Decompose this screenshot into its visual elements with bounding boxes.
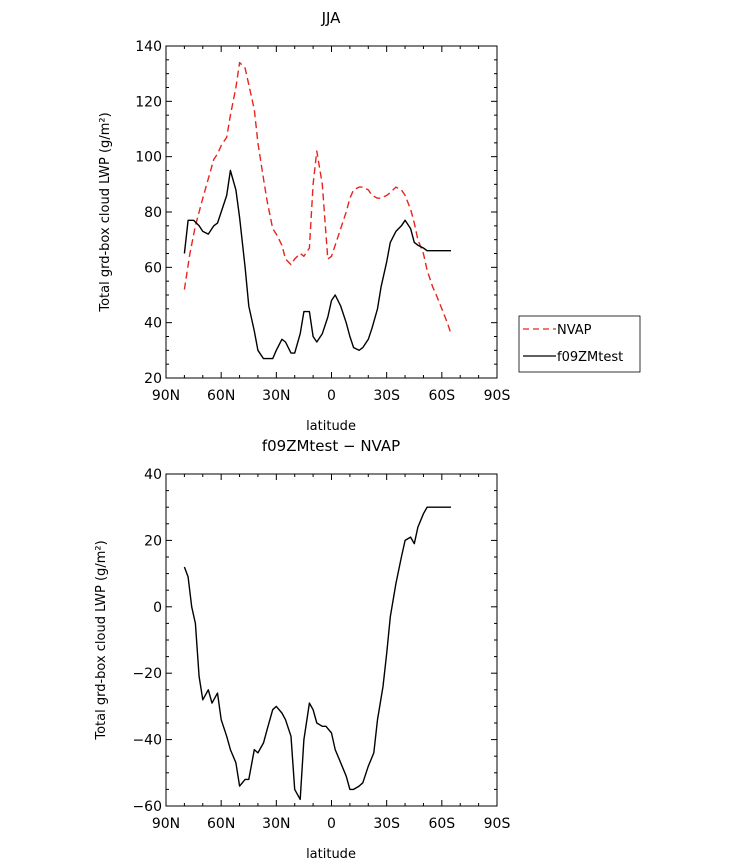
bottom-axis-ticks (165, 473, 498, 807)
bottom-series-lines (183, 506, 451, 801)
legend: NVAP f09ZMtest (518, 315, 641, 373)
bottom-y-tick-labels: −60 −40 −20 0 20 40 (132, 467, 162, 815)
top-y-axis-label: Total grd-box cloud LWP (g/m²) (98, 112, 113, 312)
legend-label-f09zmtest: f09ZMtest (557, 350, 623, 365)
bottom-x-tick-label: 30S (373, 816, 400, 832)
top-y-tick-label: 20 (144, 371, 162, 387)
bottom-x-tick-label: 90N (152, 816, 180, 832)
bottom-x-tick-label: 0 (327, 816, 336, 832)
bottom-y-tick-label: −40 (132, 733, 162, 749)
top-x-tick-label: 30S (373, 388, 400, 404)
bottom-x-tick-label: 60S (428, 816, 455, 832)
top-y-tick-label: 100 (135, 150, 162, 166)
top-x-tick-labels: 90N 60N 30N 0 30S 60S 90S (152, 388, 511, 404)
bottom-series-line-diff (183, 506, 451, 801)
bottom-panel-title: f09ZMtest − NVAP (262, 437, 400, 455)
bottom-x-tick-label: 90S (484, 816, 511, 832)
top-panel-title: JJA (321, 9, 342, 27)
top-y-tick-label: 140 (135, 39, 162, 55)
bottom-y-tick-label: 0 (153, 600, 162, 616)
bottom-x-tick-label: 60N (207, 816, 235, 832)
top-x-tick-label: 90N (152, 388, 180, 404)
top-series-line-f09zmtest (183, 169, 451, 360)
legend-label-nvap: NVAP (557, 323, 592, 338)
bottom-y-tick-label: −20 (132, 666, 162, 682)
bottom-panel: f09ZMtest − NVAP −60 −40 −20 0 20 40 90N 60N 30… (94, 437, 510, 862)
bottom-x-axis-label: latitude (306, 847, 356, 862)
top-y-tick-label: 120 (135, 94, 162, 110)
top-series-lines (183, 61, 452, 360)
bottom-y-tick-label: 20 (144, 533, 162, 549)
bottom-x-tick-labels: 90N 60N 30N 0 30S 60S 90S (152, 816, 511, 832)
top-y-tick-label: 60 (144, 260, 162, 276)
top-y-tick-label: 40 (144, 316, 162, 332)
top-x-tick-label: 30N (262, 388, 290, 404)
top-x-tick-label: 0 (327, 388, 336, 404)
legend-box (518, 315, 641, 373)
bottom-y-tick-label: 40 (144, 467, 162, 483)
bottom-plot-frame (165, 473, 498, 807)
top-y-tick-label: 80 (144, 205, 162, 221)
top-y-tick-labels: 20 40 60 80 100 120 140 (135, 39, 162, 387)
bottom-y-tick-label: −60 (132, 799, 162, 815)
top-x-tick-label: 90S (484, 388, 511, 404)
top-axis-ticks (165, 45, 498, 379)
top-x-tick-label: 60S (428, 388, 455, 404)
top-x-tick-label: 60N (207, 388, 235, 404)
bottom-x-tick-label: 30N (262, 816, 290, 832)
top-x-axis-label: latitude (306, 419, 356, 434)
top-plot-frame (165, 45, 498, 379)
bottom-y-axis-label: Total grd-box cloud LWP (g/m²) (94, 540, 109, 740)
top-series-line-nvap (183, 61, 452, 334)
